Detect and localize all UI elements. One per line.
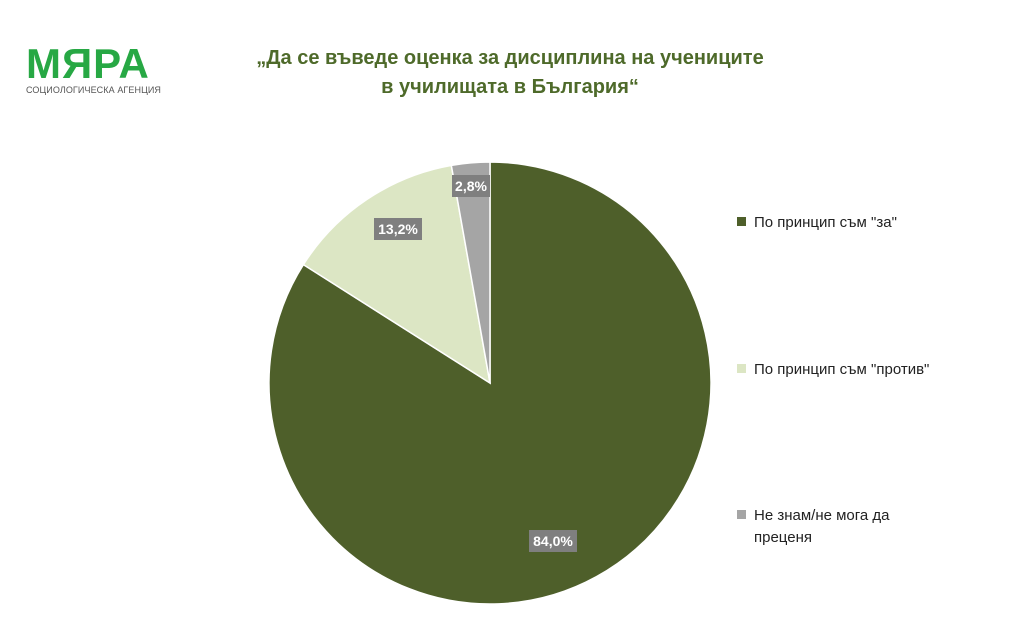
data-label-box <box>374 218 422 240</box>
data-label-text: 2,8% <box>455 178 487 194</box>
data-label-2: 13,2% <box>374 218 422 240</box>
legend-swatch <box>737 510 746 519</box>
legend-item-3: Не знам/не мога да преценя <box>737 505 997 549</box>
logo-subtitle: СОЦИОЛОГИЧЕСКА АГЕНЦИЯ <box>26 85 162 95</box>
data-label-3: 2,8% <box>452 175 490 197</box>
data-label-box <box>529 530 577 552</box>
logo-name: МЯРА <box>26 40 150 87</box>
chart-title-line-2: в училищата в България“ <box>381 76 639 98</box>
logo: МЯРА СОЦИОЛОГИЧЕСКА АГЕНЦИЯ <box>26 40 166 96</box>
legend-swatch <box>737 217 746 226</box>
data-label-box <box>452 175 490 197</box>
pie-slice-1 <box>268 161 712 605</box>
legend-item-2: По принцип съм "против" <box>737 359 997 381</box>
legend-label: По принцип съм "против" <box>754 361 930 378</box>
pie-slice-2 <box>302 164 492 385</box>
pie-slice-3 <box>450 161 491 384</box>
chart-title-line-1: „Да се въведе оценка за дисциплина на уч… <box>256 47 764 69</box>
legend-label: По принцип съм "за" <box>754 214 897 231</box>
data-label-1: 84,0% <box>529 530 577 552</box>
legend-item-1: По принцип съм "за" <box>737 212 997 234</box>
legend-label: Не знам/не мога да преценя <box>754 507 890 546</box>
data-label-text: 84,0% <box>533 533 573 549</box>
legend-swatch <box>737 364 746 373</box>
data-label-text: 13,2% <box>378 221 418 237</box>
chart-title: „Да се въведе оценка за дисциплина на уч… <box>250 44 770 102</box>
